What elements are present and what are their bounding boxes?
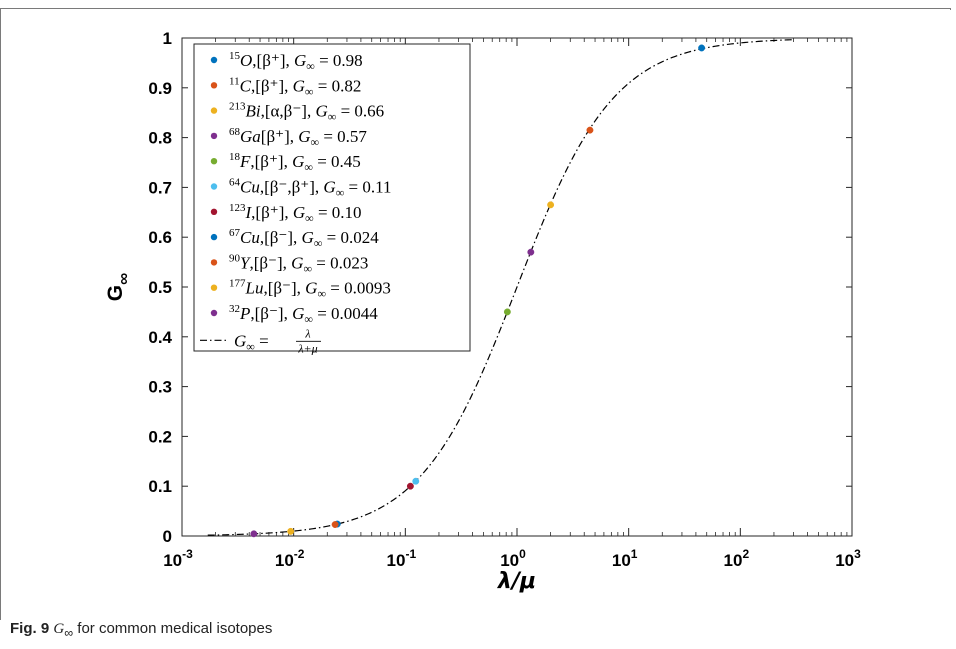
model-curve xyxy=(207,39,794,536)
isotope-points xyxy=(250,44,706,538)
legend-entry: 32P,[β⁻], G∞ = 0.0044 xyxy=(229,303,378,326)
legend-marker xyxy=(210,158,218,165)
legend-marker xyxy=(210,56,218,64)
isotope-point xyxy=(250,530,258,538)
legend-box xyxy=(193,43,471,352)
legend-entry: 68Ga[β⁺], G∞ = 0.57 xyxy=(229,126,367,149)
y-tick-label: 0.9 xyxy=(148,79,172,98)
figure-frame-corner xyxy=(950,8,951,10)
isotope-point xyxy=(503,308,511,316)
caption-symbol-sub: ∞ xyxy=(64,626,74,640)
legend-marker xyxy=(210,183,218,190)
legend-entry: 11C,[β⁺], G∞ = 0.82 xyxy=(229,75,361,98)
y-axis-label-main: G xyxy=(104,285,127,301)
y-tick-label: 0.1 xyxy=(148,477,172,496)
figure-frame-top xyxy=(0,8,950,9)
x-tick-label: 100 xyxy=(500,547,526,570)
caption-figure-label: Fig. 9 xyxy=(10,620,50,637)
y-tick-label: 0.6 xyxy=(148,228,172,247)
g-infinity-chart: 00.10.20.30.40.50.60.70.80.91 10-3 10-2 10… xyxy=(104,29,861,594)
x-axis-label: λ/μ xyxy=(497,569,536,594)
legend-marker xyxy=(210,132,218,140)
y-axis-label-sub: ∞ xyxy=(114,273,133,285)
y-tick-label: 0.3 xyxy=(148,378,172,397)
legend-marker xyxy=(210,208,218,215)
y-tick-label: 0.8 xyxy=(148,129,172,148)
caption-symbol: G xyxy=(53,621,65,637)
legend-marker xyxy=(210,82,218,89)
legend-curve-entry: G∞ = xyxy=(234,331,269,353)
y-axis-label: G∞ xyxy=(104,273,133,301)
legend-marker xyxy=(210,309,218,317)
x-tick-label: 102 xyxy=(724,547,750,570)
isotope-point xyxy=(547,201,555,209)
x-tick-label: 10-3 xyxy=(163,547,193,570)
x-tick-label: 10-2 xyxy=(275,547,305,570)
svg-text:G∞: G∞ xyxy=(104,273,133,301)
legend-entry: 123I,[β⁺], G∞ = 0.10 xyxy=(229,202,362,225)
isotope-point xyxy=(412,477,420,485)
isotope-point xyxy=(287,527,295,535)
legend-entry: 15O,[β⁺], G∞ = 0.98 xyxy=(229,50,363,73)
y-tick-label: 0.7 xyxy=(148,178,172,197)
y-tick-labels: 0 0.1 0.2 0.3 0.4 0.5 0.6 0.7 0.8 0.9 1 xyxy=(148,29,172,546)
isotope-point xyxy=(698,44,706,52)
x-tick-label: 10-1 xyxy=(387,547,417,570)
y-tick-label: 0 xyxy=(163,527,172,546)
y-tick-label: 1 xyxy=(163,29,172,48)
x-tick-label: 101 xyxy=(612,547,638,570)
isotope-point xyxy=(586,126,594,134)
legend-fraction-numerator: λ xyxy=(304,326,310,340)
legend-fraction-denominator: λ+μ xyxy=(297,341,317,355)
legend-marker xyxy=(210,107,218,114)
isotope-point xyxy=(331,521,339,528)
legend-entry: 67Cu,[β⁻], G∞ = 0.024 xyxy=(229,227,379,250)
legend-marker xyxy=(210,259,218,266)
figure-caption: Fig. 9 G∞ for common medical isotopes xyxy=(10,620,272,640)
legend-marker xyxy=(210,284,218,291)
legend-entry: 90Y,[β⁻], G∞ = 0.023 xyxy=(229,252,368,275)
y-tick-label: 0.2 xyxy=(148,427,172,446)
legend-entry: 213Bi,[α,β⁻], G∞ = 0.66 xyxy=(229,101,384,124)
isotope-point xyxy=(527,248,535,256)
x-tick-labels: 10-3 10-2 10-1 100 101 102 103 xyxy=(163,547,861,570)
y-tick-label: 0.4 xyxy=(148,328,172,347)
isotope-point xyxy=(406,482,414,490)
caption-text: for common medical isotopes xyxy=(73,620,273,637)
figure-frame-left xyxy=(0,8,1,620)
legend-entry: 64Cu,[β⁻,β⁺], G∞ = 0.11 xyxy=(229,177,391,200)
legend-marker xyxy=(210,233,218,241)
y-tick-label: 0.5 xyxy=(148,278,172,297)
axis-ticks xyxy=(181,37,853,537)
x-tick-label: 103 xyxy=(835,547,861,570)
legend-entry: 18F,[β⁺], G∞ = 0.45 xyxy=(229,151,361,174)
legend-entry: 177Lu,[β⁻], G∞ = 0.0093 xyxy=(229,278,391,301)
